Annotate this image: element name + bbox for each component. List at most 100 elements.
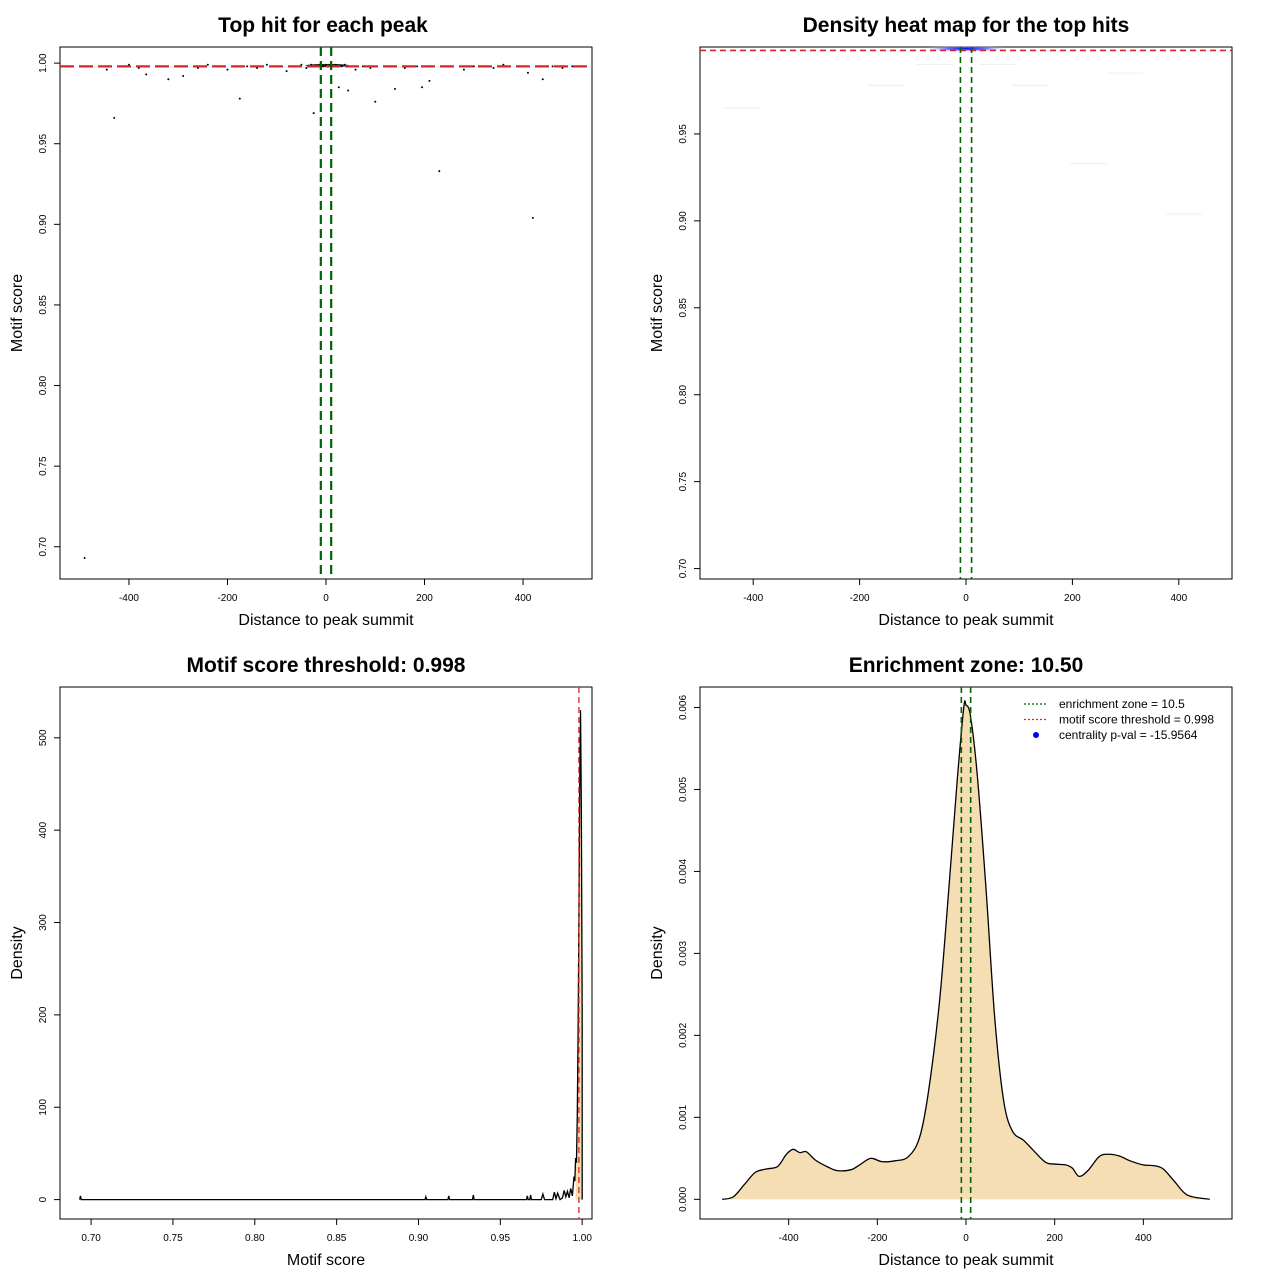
x-tick-label: 0.85 <box>327 1233 347 1244</box>
data-point <box>285 70 288 73</box>
density-line <box>79 710 583 1202</box>
data-point <box>551 65 554 68</box>
density-fill <box>722 700 1210 1200</box>
legend-swatch <box>1033 732 1039 738</box>
data-point <box>393 87 396 90</box>
data-point <box>113 116 116 119</box>
data-point <box>502 63 505 66</box>
y-axis: 0.000 0.001 0.002 0.003 0.004 0.005 0.006 <box>678 695 701 1212</box>
x-tick-label: -200 <box>217 593 237 604</box>
y-axis: 0.70 0.75 0.80 0.85 0.90 0.95 1.00 <box>38 53 61 557</box>
panel-score-density: Motif score threshold: 0.998 0.70 0.75 0.8… <box>9 654 593 1269</box>
panel-heat-map: Density heat map for the top hits -400 -2… <box>649 14 1233 629</box>
data-point <box>145 73 148 76</box>
x-tick-label: 0 <box>323 593 329 604</box>
data-point <box>226 68 229 71</box>
x-tick-label: 0 <box>963 593 969 604</box>
data-point <box>374 100 377 103</box>
y-tick-label: 0.90 <box>38 214 49 234</box>
reference-lines <box>700 47 1232 579</box>
data-point <box>472 65 475 68</box>
y-tick-label: 400 <box>38 821 49 838</box>
heat-cell <box>1070 162 1107 165</box>
y-axis-label: Density <box>649 926 666 979</box>
density-line <box>722 700 1210 1200</box>
x-tick-label: 0 <box>963 1233 969 1244</box>
data-point <box>354 68 357 71</box>
x-axis-label: Distance to peak summit <box>878 1252 1054 1269</box>
y-tick-label: 0.70 <box>38 537 49 557</box>
plot-frame <box>699 46 1233 580</box>
x-tick-label: 0.70 <box>81 1233 101 1244</box>
data-point <box>312 112 315 115</box>
y-tick-label: 0.003 <box>678 940 689 965</box>
x-tick-label: 400 <box>1135 1233 1152 1244</box>
heat-cell <box>1011 84 1048 86</box>
scatter-points <box>83 63 574 560</box>
y-axis: 0.70 0.75 0.80 0.85 0.90 0.95 <box>678 124 701 578</box>
x-tick-label: 1.00 <box>572 1233 592 1244</box>
data-point <box>571 65 574 68</box>
x-axis-label: Distance to peak summit <box>878 612 1054 629</box>
panel-summit-density: Enrichment zone: 10.50 -400 -200 0 200 400 0… <box>649 654 1233 1269</box>
x-tick-label: 0.75 <box>163 1233 183 1244</box>
y-tick-label: 300 <box>38 914 49 931</box>
x-axis-label: Distance to peak summit <box>238 612 414 629</box>
data-point <box>196 66 199 69</box>
data-point <box>438 170 441 173</box>
y-tick-label: 0.006 <box>678 695 689 720</box>
x-tick-label: 0.90 <box>409 1233 429 1244</box>
y-tick-label: 1.00 <box>38 53 49 73</box>
y-tick-label: 500 <box>38 729 49 746</box>
y-tick-label: 0.005 <box>678 777 689 802</box>
x-tick-label: -200 <box>867 1233 887 1244</box>
x-tick-label: 400 <box>1170 593 1187 604</box>
data-point <box>526 71 529 74</box>
y-tick-label: 0.85 <box>38 295 49 315</box>
data-point <box>492 66 495 69</box>
data-point <box>421 86 424 89</box>
data-point <box>137 66 140 69</box>
legend-label: motif score threshold = 0.998 <box>1059 713 1214 727</box>
heat-cell <box>868 84 905 86</box>
data-point <box>182 75 185 78</box>
data-point <box>541 78 544 81</box>
y-tick-label: 0.95 <box>38 134 49 154</box>
data-point <box>416 65 419 68</box>
heat-cell <box>1166 213 1203 215</box>
y-tick-label: 0.70 <box>678 558 689 578</box>
data-point <box>361 65 364 68</box>
data-point <box>300 63 303 66</box>
x-axis: -400 -200 0 200 400 <box>779 1218 1152 1244</box>
y-tick-label: 0.85 <box>678 298 689 318</box>
data-point <box>256 66 259 69</box>
y-axis-label: Density <box>9 926 26 979</box>
x-tick-label: 400 <box>515 593 532 604</box>
heat-cell <box>724 107 761 109</box>
x-axis: -400 -200 0 200 400 <box>743 578 1188 604</box>
x-tick-label: 200 <box>1064 593 1081 604</box>
plot-frame <box>59 46 593 580</box>
x-axis-label: Motif score <box>287 1252 365 1269</box>
data-point <box>167 78 170 81</box>
panel-top-hits: Top hit for each peak -400 -200 0 200 400 0.… <box>9 14 593 629</box>
data-point <box>305 66 308 69</box>
data-point <box>369 66 372 69</box>
reference-lines <box>960 687 972 1219</box>
chart-title: Density heat map for the top hits <box>803 14 1130 37</box>
x-tick-label: 0.95 <box>491 1233 511 1244</box>
y-tick-label: 0.75 <box>678 471 689 491</box>
x-tick-label: -400 <box>779 1233 799 1244</box>
x-axis: -400 -200 0 200 400 <box>119 578 532 604</box>
data-point <box>337 86 340 89</box>
data-point <box>105 68 108 71</box>
y-tick-label: 0.80 <box>678 385 689 405</box>
y-tick-label: 0.75 <box>38 456 49 476</box>
y-tick-label: 0.001 <box>678 1104 689 1129</box>
x-tick-label: 200 <box>1046 1233 1063 1244</box>
x-axis: 0.70 0.75 0.80 0.85 0.90 0.95 1.00 <box>81 1218 592 1244</box>
x-tick-label: 200 <box>416 593 433 604</box>
y-axis-label: Motif score <box>9 274 26 352</box>
data-point <box>428 79 431 82</box>
